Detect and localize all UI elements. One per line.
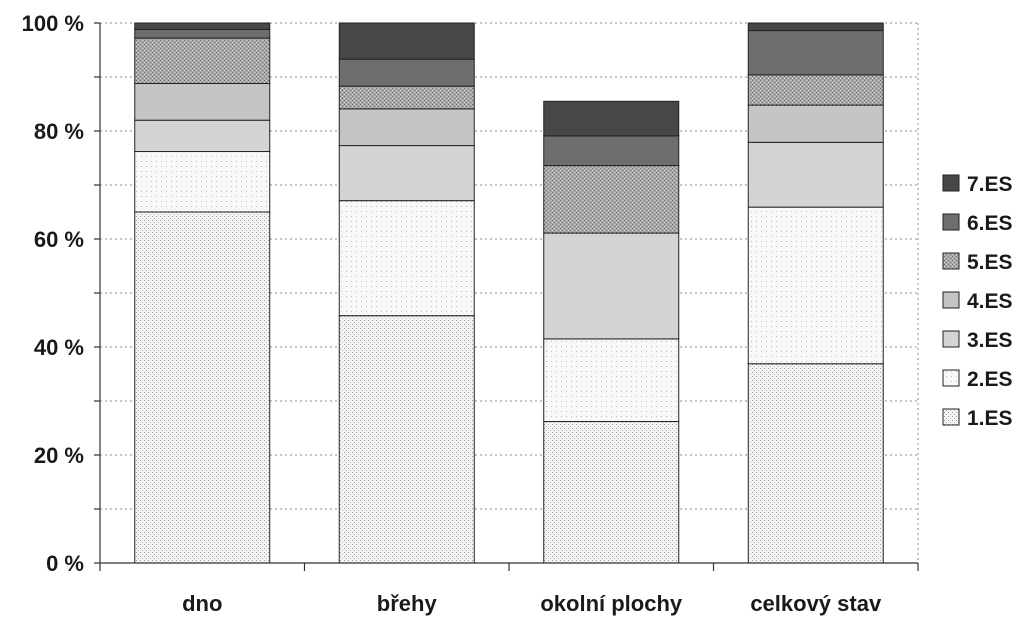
legend-item: 6.ES [942, 212, 1013, 235]
legend-item: 2.ES [942, 368, 1013, 391]
legend-swatch [942, 213, 960, 231]
bar-segment-5es-2 [543, 165, 680, 234]
legend-swatch [942, 369, 960, 387]
y-tick-label: 80 % [34, 119, 84, 144]
bars [134, 22, 884, 564]
bar-segment-3es-2 [543, 232, 680, 340]
bar-segment-3es-3 [747, 141, 884, 208]
y-axis-ticks: 0 % 20 % 40 % 60 % 80 % 100 % [22, 11, 84, 576]
legend-label: 3.ES [967, 329, 1013, 352]
legend-item: 5.ES [942, 251, 1013, 274]
bar-segment-6es-0 [134, 28, 271, 39]
bar-group-0 [134, 22, 271, 564]
bar-segment-5es-0 [134, 37, 271, 84]
legend-swatch [942, 408, 960, 426]
bar-segment-4es-1 [338, 108, 475, 147]
bar-segment-7es-3 [747, 22, 884, 32]
x-tick-label: břehy [377, 591, 438, 616]
legend-label: 6.ES [967, 212, 1013, 235]
bar-segment-2es-1 [338, 200, 475, 317]
bar-segment-7es-0 [134, 22, 271, 30]
x-tick-label: dno [182, 591, 222, 616]
bar-segment-1es-1 [338, 315, 475, 564]
bar-segment-6es-3 [747, 30, 884, 76]
bar-segment-5es-1 [338, 85, 475, 110]
bar-segment-1es-3 [747, 363, 884, 564]
bar-segment-7es-1 [338, 22, 475, 60]
legend-swatch [942, 291, 960, 309]
bar-segment-2es-3 [747, 206, 884, 365]
bar-segment-4es-3 [747, 104, 884, 143]
y-tick-label: 0 % [46, 551, 84, 576]
legend-swatch [942, 330, 960, 348]
legend-item: 7.ES [942, 173, 1013, 196]
legend-label: 2.ES [967, 368, 1013, 391]
bar-group-3 [747, 22, 884, 564]
legend-label: 7.ES [967, 173, 1013, 196]
legend-item: 4.ES [942, 290, 1013, 313]
bar-segment-6es-1 [338, 58, 475, 87]
x-axis-labels: dno břehy okolní plochy celkový stav [182, 591, 882, 616]
bar-segment-6es-2 [543, 135, 680, 167]
legend-swatch [942, 174, 960, 192]
legend-label: 4.ES [967, 290, 1013, 313]
bar-segment-1es-2 [543, 421, 680, 564]
y-tick-label: 100 % [22, 11, 84, 36]
legend: 7.ES 6.ES 5.ES 4.ES 3.ES 2.ES 1.ES [942, 173, 1013, 430]
legend-item: 1.ES [942, 407, 1013, 430]
bar-segment-3es-0 [134, 119, 271, 153]
bar-segment-4es-0 [134, 82, 271, 121]
bar-group-1 [338, 22, 475, 564]
legend-swatch [942, 252, 960, 270]
bar-segment-3es-1 [338, 145, 475, 202]
y-tick-label: 40 % [34, 335, 84, 360]
bar-segment-2es-0 [134, 151, 271, 213]
bar-segment-1es-0 [134, 211, 271, 564]
legend-item: 3.ES [942, 329, 1013, 352]
bar-segment-7es-2 [543, 100, 680, 137]
x-tick-label: celkový stav [750, 591, 882, 616]
y-tick-label: 60 % [34, 227, 84, 252]
y-tick-label: 20 % [34, 443, 84, 468]
legend-label: 5.ES [967, 251, 1013, 274]
bar-segment-5es-3 [747, 74, 884, 106]
bar-segment-2es-2 [543, 338, 680, 423]
bar-group-2 [543, 100, 680, 564]
legend-label: 1.ES [967, 407, 1013, 430]
x-tick-label: okolní plochy [540, 591, 683, 616]
axes [94, 22, 919, 571]
